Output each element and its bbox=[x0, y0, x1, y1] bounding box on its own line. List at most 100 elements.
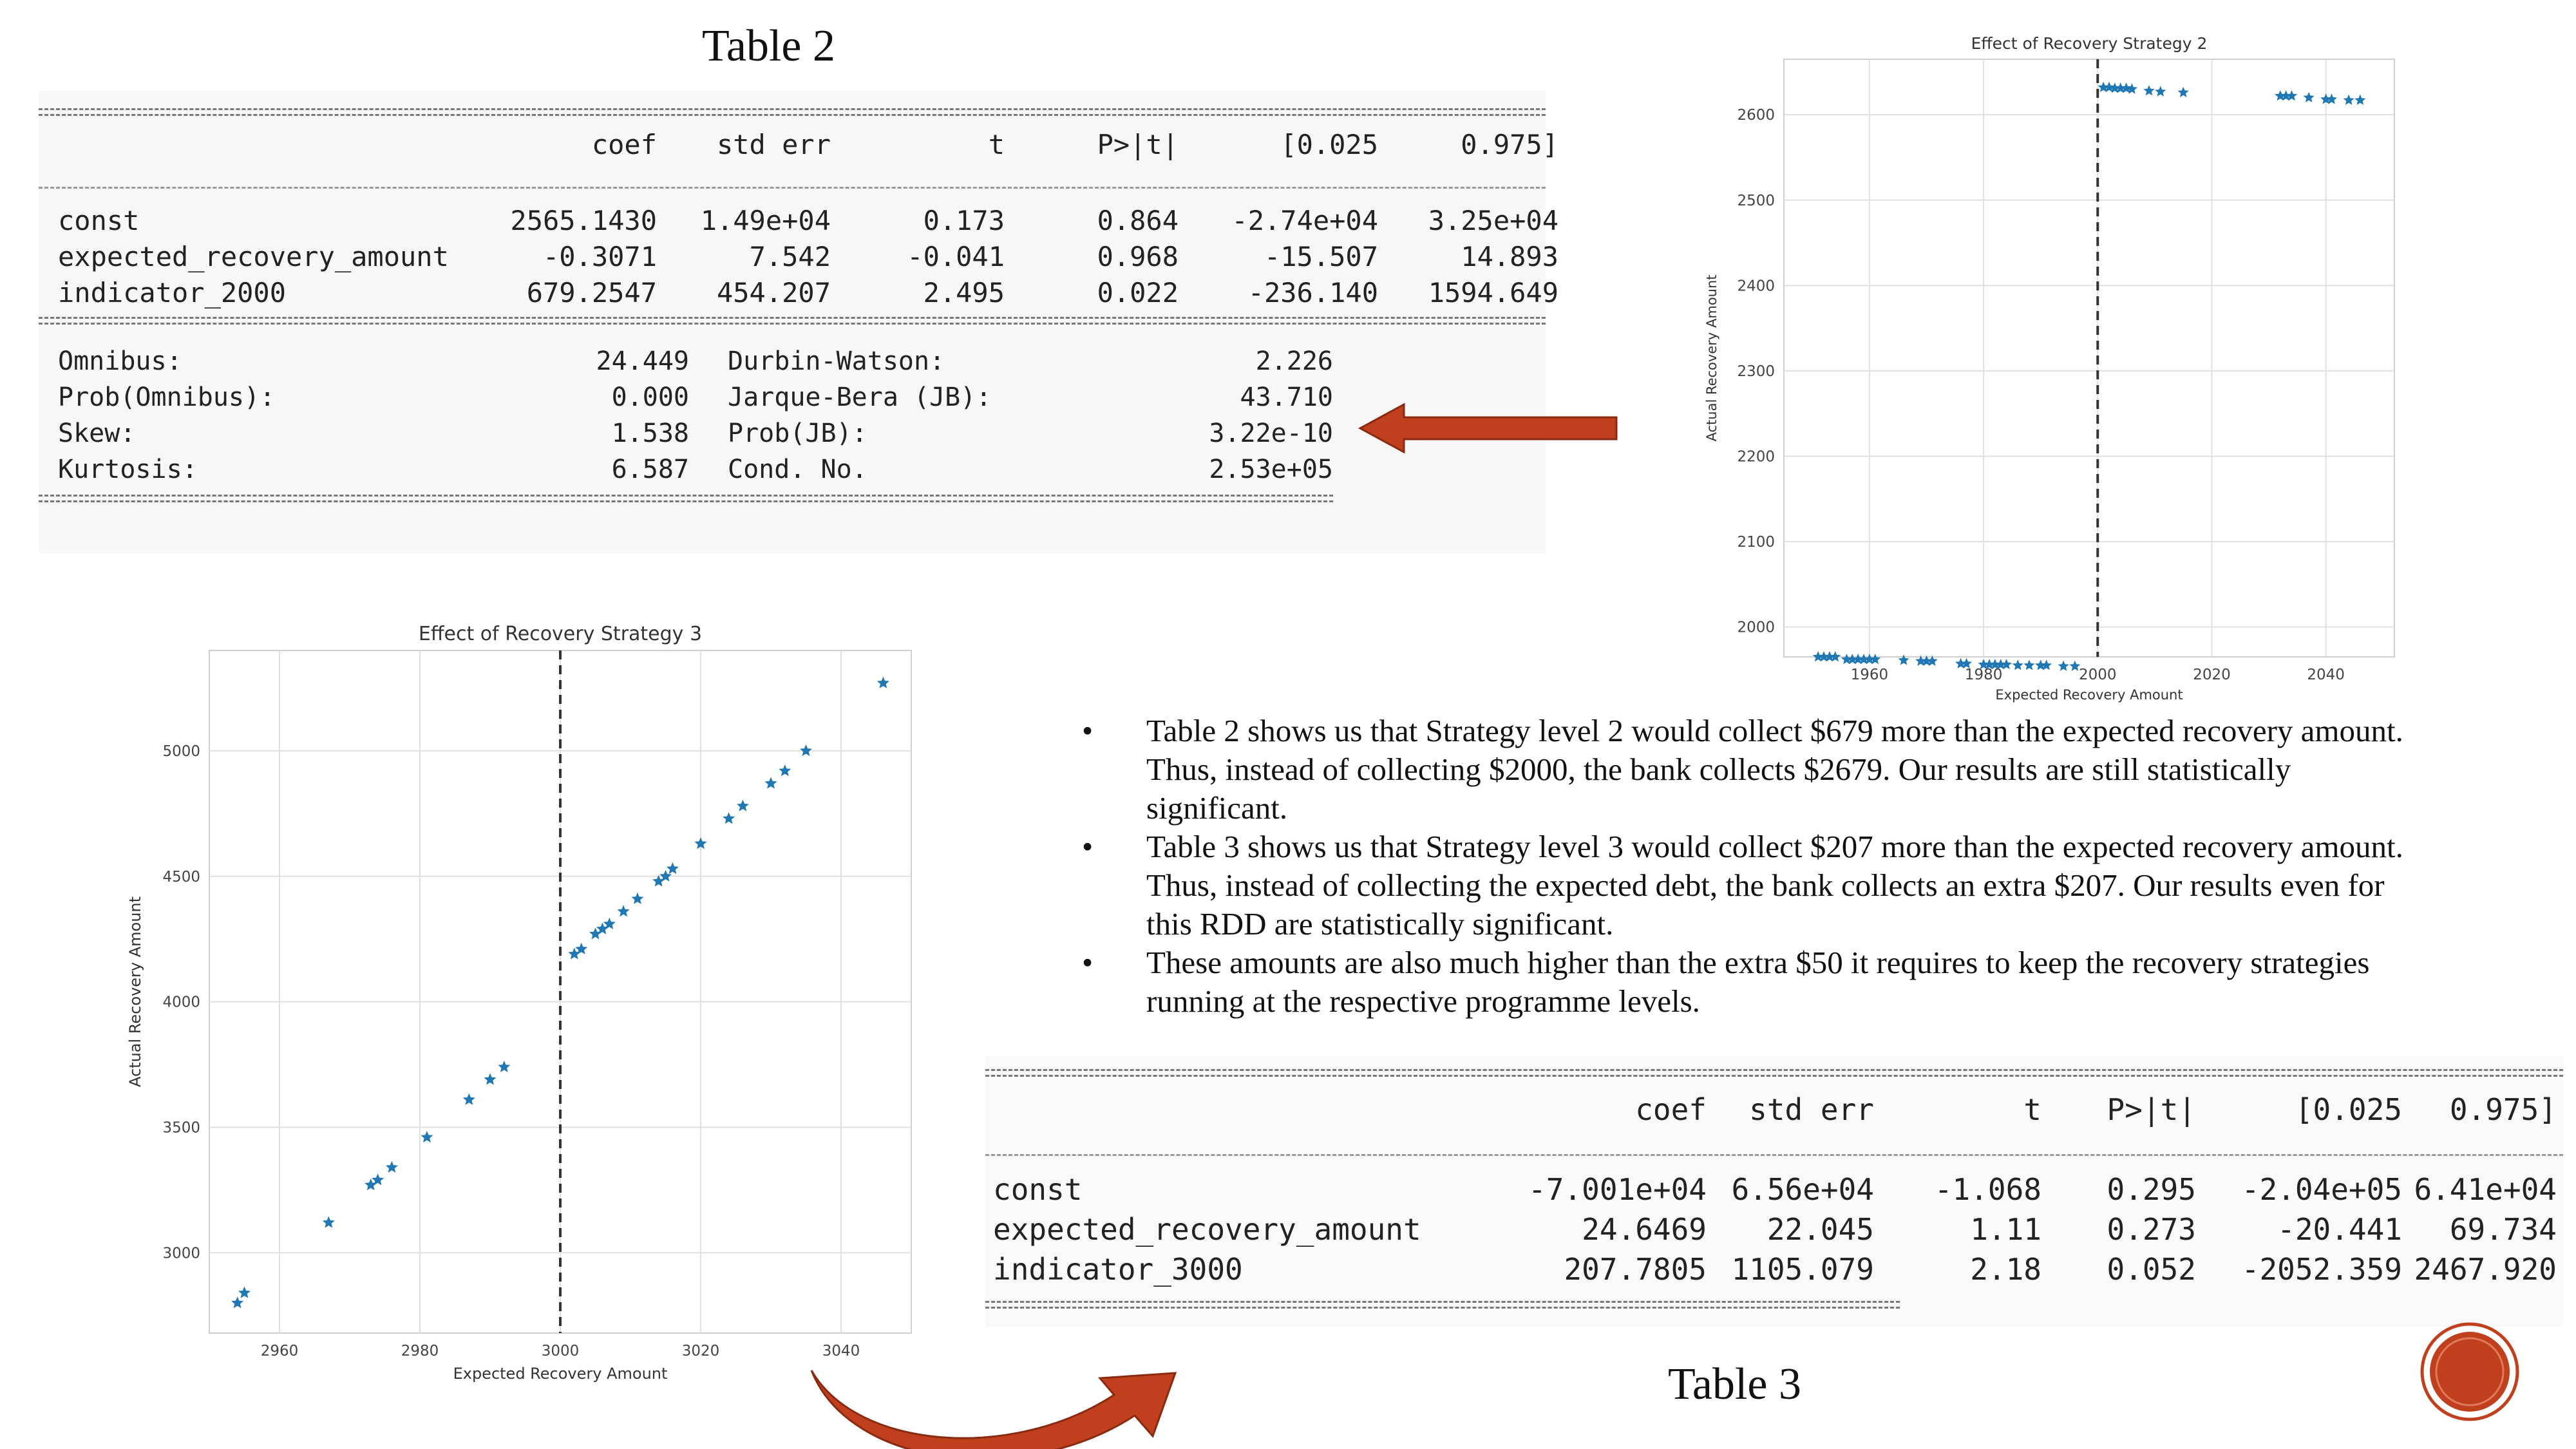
t3-cell: 0.052 bbox=[2107, 1252, 2196, 1287]
y-tick-label: 2500 bbox=[1737, 193, 1775, 209]
table2-regression-summary: coef std err t P>|t| [0.025 0.975] const… bbox=[39, 90, 1558, 554]
data-point bbox=[1920, 655, 1933, 666]
y-tick-label: 3500 bbox=[162, 1119, 200, 1136]
bullet-item: Table 3 shows us that Strategy level 3 w… bbox=[1082, 828, 2421, 943]
t3-cell: 0.273 bbox=[2107, 1212, 2196, 1247]
t2-cell: -0.041 bbox=[907, 241, 1005, 272]
data-point bbox=[1978, 658, 1989, 670]
data-point bbox=[1830, 651, 1841, 662]
data-point bbox=[589, 927, 601, 940]
x-tick-label: 1980 bbox=[1965, 667, 2003, 683]
data-point bbox=[1898, 654, 1909, 665]
data-point bbox=[1984, 658, 1995, 670]
y-tick-label: 4000 bbox=[162, 994, 200, 1011]
data-point bbox=[372, 1173, 384, 1186]
data-point bbox=[876, 676, 889, 688]
data-point bbox=[462, 1093, 475, 1105]
data-point bbox=[1915, 655, 1927, 666]
t2-diag-val: 2.226 bbox=[1255, 346, 1333, 376]
t2-row-name: indicator_2000 bbox=[58, 277, 287, 308]
t2-cell: 2.495 bbox=[923, 277, 1005, 308]
slide-badge-icon bbox=[2420, 1322, 2519, 1421]
data-point bbox=[2121, 82, 2132, 93]
data-point bbox=[1926, 655, 1938, 666]
t3-cell: -20.441 bbox=[2277, 1212, 2402, 1247]
data-point bbox=[652, 875, 665, 887]
t2-diag-key: Skew: bbox=[58, 419, 136, 448]
x-axis-label: Expected Recovery Amount bbox=[1995, 687, 2183, 703]
t3-header-coef: coef bbox=[1635, 1092, 1707, 1127]
t3-cell: 69.734 bbox=[2449, 1212, 2557, 1247]
t2-row-name: const bbox=[58, 205, 140, 236]
t3-cell: -2052.359 bbox=[2241, 1252, 2402, 1287]
t3-cell: 24.6469 bbox=[1582, 1212, 1707, 1247]
data-point bbox=[617, 905, 630, 917]
t2-diag-key: Cond. No. bbox=[728, 455, 867, 484]
t2-cell: -2.74e+04 bbox=[1231, 205, 1378, 236]
x-tick-label: 2960 bbox=[261, 1343, 299, 1359]
t2-diag-val: 3.22e-10 bbox=[1209, 419, 1333, 448]
y-tick-label: 2200 bbox=[1737, 449, 1775, 466]
t2-diag-key: Jarque-Bera (JB): bbox=[728, 383, 992, 412]
t2-diag-val: 43.710 bbox=[1240, 383, 1334, 412]
t3-cell: -2.04e+05 bbox=[2241, 1172, 2402, 1207]
data-point bbox=[1870, 654, 1881, 665]
t2-diag-val: 24.449 bbox=[596, 346, 690, 376]
data-point bbox=[1989, 658, 2001, 670]
t3-row-name: const bbox=[993, 1172, 1083, 1207]
data-point bbox=[1961, 658, 1973, 668]
data-point bbox=[2320, 93, 2332, 104]
data-point bbox=[1824, 651, 1835, 662]
t2-cell: 3.25e+04 bbox=[1428, 205, 1558, 236]
x-tick-label: 2040 bbox=[2307, 667, 2345, 683]
t2-diag-val: 0.000 bbox=[611, 383, 689, 412]
t2-diag-key: Omnibus: bbox=[58, 346, 182, 376]
data-point bbox=[1852, 654, 1864, 665]
t3-cell: 207.7805 bbox=[1564, 1252, 1707, 1287]
t3-cell: 1.11 bbox=[1970, 1212, 2041, 1247]
t2-header-ci-high: 0.975] bbox=[1461, 129, 1558, 160]
data-point bbox=[694, 837, 707, 849]
t2-diag-val: 6.587 bbox=[611, 455, 689, 484]
t3-cell: 6.56e+04 bbox=[1731, 1172, 1874, 1207]
y-tick-label: 2100 bbox=[1737, 534, 1775, 551]
t3-cell: -7.001e+04 bbox=[1528, 1172, 1707, 1207]
data-point bbox=[2023, 659, 2035, 670]
data-point bbox=[2143, 85, 2155, 96]
t2-cell: -236.140 bbox=[1247, 277, 1378, 308]
t3-header-p: P>|t| bbox=[2107, 1092, 2196, 1127]
x-tick-label: 3040 bbox=[822, 1343, 860, 1359]
data-point bbox=[2126, 83, 2137, 94]
data-point bbox=[2012, 659, 2023, 670]
data-point bbox=[2343, 94, 2354, 105]
t2-cell: 0.864 bbox=[1097, 205, 1179, 236]
x-tick-label: 2980 bbox=[401, 1343, 439, 1359]
data-point bbox=[2303, 91, 2315, 102]
chart-title: Effect of Recovery Strategy 3 bbox=[419, 623, 702, 645]
t2-header-t: t bbox=[988, 129, 1005, 160]
data-point bbox=[723, 812, 735, 824]
data-point bbox=[365, 1179, 377, 1191]
t2-cell: 1594.649 bbox=[1428, 277, 1558, 308]
t3-cell: 1105.079 bbox=[1731, 1252, 1874, 1287]
data-point bbox=[421, 1131, 433, 1143]
x-tick-label: 3000 bbox=[542, 1343, 580, 1359]
data-point bbox=[2275, 90, 2286, 101]
t2-cell: 0.173 bbox=[923, 205, 1005, 236]
t2-diag-key: Kurtosis: bbox=[58, 455, 198, 484]
x-tick-label: 2020 bbox=[2193, 667, 2231, 683]
curved-arrow-icon bbox=[810, 1370, 1177, 1449]
data-point bbox=[2098, 81, 2109, 92]
t2-cell: -15.507 bbox=[1264, 241, 1378, 272]
data-point bbox=[2177, 86, 2189, 97]
data-point bbox=[1858, 654, 1870, 665]
t2-diag-key: Prob(JB): bbox=[728, 419, 867, 448]
data-point bbox=[1995, 658, 2007, 670]
t2-cell: -0.3071 bbox=[542, 241, 657, 272]
table3-title: Table 3 bbox=[1668, 1359, 1801, 1409]
data-point bbox=[2041, 659, 2052, 670]
table3-regression-summary: coef std err t P>|t| [0.025 0.975] const… bbox=[985, 1056, 2563, 1327]
t3-header-t: t bbox=[2023, 1092, 2041, 1127]
t2-cell: 679.2547 bbox=[526, 277, 657, 308]
y-tick-label: 4500 bbox=[162, 869, 200, 886]
